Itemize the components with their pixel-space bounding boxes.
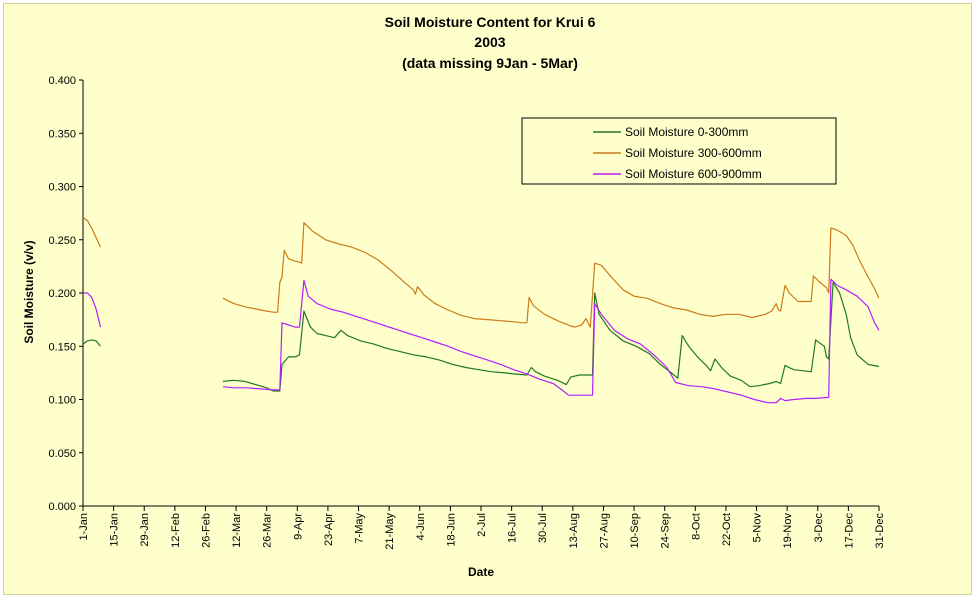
x-tick-label: 26-Mar	[262, 513, 274, 548]
legend-items: Soil Moisture 0-300mm Soil Moisture 300-6…	[593, 125, 762, 181]
x-tick-label: 9-Apr	[292, 513, 304, 540]
x-tick-label: 13-Aug	[568, 513, 580, 548]
legend-label: Soil Moisture 600-900mm	[625, 167, 762, 181]
x-tick-label: 7-May	[354, 513, 366, 544]
y-tick-label: 0.000	[48, 501, 76, 513]
y-tick-label: 0.150	[48, 341, 76, 353]
x-axis-title: Date	[468, 565, 494, 579]
x-tick-label: 10-Sep	[629, 513, 641, 548]
legend: Soil Moisture 0-300mm Soil Moisture 300-6…	[521, 117, 837, 185]
x-tick-label: 12-Mar	[231, 513, 243, 548]
x-tick-label: 27-Aug	[598, 513, 610, 548]
x-tick-label: 3-Dec	[813, 513, 825, 543]
legend-box	[521, 117, 837, 185]
x-tick-label: 2-Jul	[476, 513, 488, 537]
legend-label: Soil Moisture 300-600mm	[625, 146, 762, 160]
x-tick-label: 23-Apr	[323, 513, 335, 546]
y-tick-label: 0.200	[48, 288, 76, 300]
x-tick-label: 17-Dec	[843, 513, 855, 549]
series-1-line-segment	[82, 339, 101, 347]
axes: 0.000 0.050 0.100 0.150 0.200 0.250 0.300 0.350…	[48, 75, 886, 550]
y-tick-label: 0.300	[48, 182, 76, 194]
series-layer	[82, 216, 880, 404]
x-tick-label: 18-Jun	[445, 513, 457, 547]
x-tick-label: 4-Jun	[415, 513, 427, 541]
x-tick-label: 19-Nov	[782, 513, 794, 549]
x-tick-label: 22-Oct	[721, 513, 733, 546]
series-2-line-segment	[82, 216, 102, 248]
series-3	[83, 278, 880, 404]
x-tick-label: 26-Feb	[200, 513, 212, 548]
y-tick-label: 0.250	[48, 235, 76, 247]
soil-moisture-chart: Soil Moisture Content for Krui 6 2003 (d…	[22, 14, 886, 579]
series-3-line-segment	[83, 292, 102, 328]
x-tick-label: 5-Nov	[752, 513, 764, 543]
y-tick-label: 0.400	[48, 75, 76, 87]
x-tick-label: 31-Dec	[874, 513, 886, 549]
series-2-line-segment	[222, 222, 880, 328]
y-tick-label: 0.100	[48, 395, 76, 407]
chart-area: Soil Moisture Content for Krui 6 2003 (d…	[3, 3, 972, 595]
y-axis-title: Soil Moisture (v/v)	[22, 240, 36, 343]
y-tick-label: 0.350	[48, 128, 76, 140]
x-tick-label: 8-Oct	[690, 513, 702, 540]
x-tick-label: 24-Sep	[660, 513, 672, 548]
x-tick-label: 1-Jan	[78, 513, 90, 541]
chart-note: (data missing 9Jan - 5Mar)	[402, 55, 578, 71]
x-tick-label: 30-Jul	[537, 513, 549, 543]
y-tick-label: 0.050	[48, 448, 76, 460]
x-tick-label: 16-Jul	[507, 513, 519, 543]
chart-subtitle: 2003	[474, 34, 505, 50]
series-3-line-segment	[222, 278, 880, 404]
x-tick-label: 15-Jan	[109, 513, 121, 547]
x-tick-label: 12-Feb	[170, 513, 182, 548]
x-tick-label: 29-Jan	[139, 513, 151, 547]
chart-title: Soil Moisture Content for Krui 6	[385, 14, 596, 30]
legend-label: Soil Moisture 0-300mm	[625, 125, 748, 139]
series-1-line-segment	[222, 281, 880, 392]
x-tick-label: 21-May	[384, 513, 396, 550]
series-2	[82, 216, 880, 328]
series-1	[82, 281, 880, 392]
